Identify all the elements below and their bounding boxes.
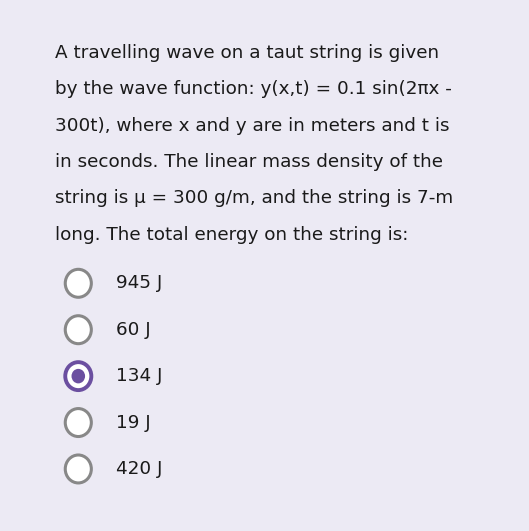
Text: A travelling wave on a taut string is given: A travelling wave on a taut string is gi… [55, 44, 439, 62]
Text: long. The total energy on the string is:: long. The total energy on the string is: [55, 226, 408, 244]
Circle shape [65, 455, 92, 483]
Text: 420 J: 420 J [115, 460, 162, 478]
Circle shape [65, 269, 92, 297]
Circle shape [65, 408, 92, 436]
Text: 134 J: 134 J [115, 367, 162, 385]
Text: string is μ = 300 g/m, and the string is 7-m: string is μ = 300 g/m, and the string is… [55, 190, 453, 208]
Text: by the wave function: y(x,t) = 0.1 sin(2πx -: by the wave function: y(x,t) = 0.1 sin(2… [55, 80, 452, 98]
Circle shape [65, 362, 92, 390]
Text: 300t), where x and y are in meters and t is: 300t), where x and y are in meters and t… [55, 117, 450, 134]
Text: in seconds. The linear mass density of the: in seconds. The linear mass density of t… [55, 153, 443, 171]
Circle shape [65, 316, 92, 344]
Text: 60 J: 60 J [115, 321, 150, 339]
Circle shape [71, 369, 85, 383]
Text: 945 J: 945 J [115, 275, 162, 292]
Text: 19 J: 19 J [115, 414, 150, 432]
